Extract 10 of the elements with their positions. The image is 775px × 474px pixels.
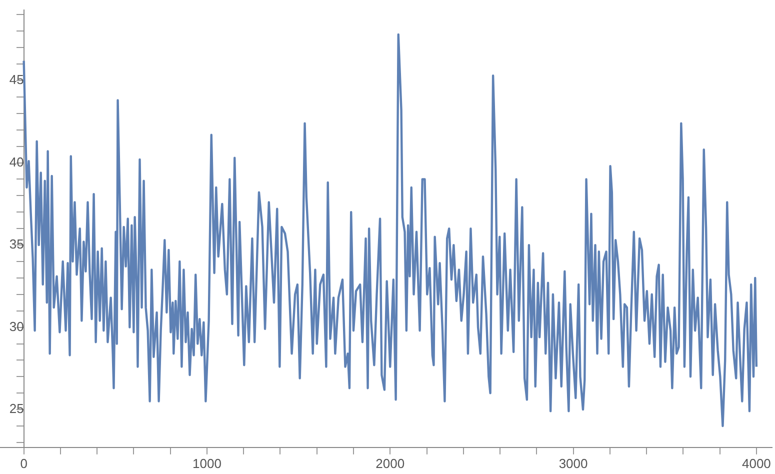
y-tick-label: 40 [9,154,24,170]
y-tick-label: 45 [9,72,24,88]
x-tick-label: 0 [20,456,28,471]
x-tick-label: 4000 [742,456,771,471]
y-tick-label: 35 [9,236,24,252]
x-tick-label: 3000 [558,456,588,471]
x-tick-label: 1000 [192,456,222,471]
y-tick-label: 25 [9,401,24,416]
y-tick-label: 30 [9,318,24,334]
x-tick-label: 2000 [376,456,405,471]
